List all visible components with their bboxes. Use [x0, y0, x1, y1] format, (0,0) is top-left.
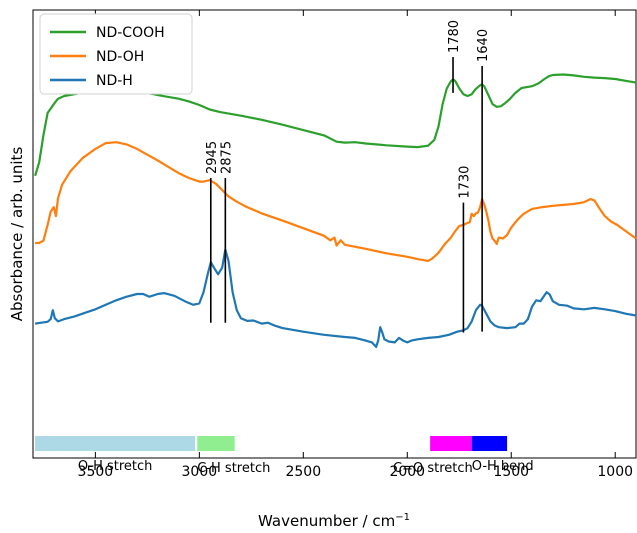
- peak-label-1640: 1640: [476, 29, 491, 62]
- region-label-c-h-stretch: C-H stretch: [197, 461, 270, 476]
- x-tick-label-3000: 3000: [182, 464, 218, 480]
- region-bar-c-o-stretch: [430, 436, 472, 451]
- x-tick-label-1000: 1000: [597, 464, 633, 480]
- region-label-o-h-stretch: O-H stretch: [78, 459, 153, 474]
- x-tick-label-2000: 2000: [389, 464, 425, 480]
- legend-label-nd-cooh: ND-COOH: [96, 25, 165, 41]
- region-bar-o-h-stretch: [35, 436, 196, 451]
- region-bar-o-h-bend: [471, 436, 508, 451]
- legend-box: [39, 13, 193, 95]
- region-bar-c-h-stretch: [197, 436, 235, 451]
- peak-label-1730: 1730: [457, 166, 472, 199]
- x-axis-ticks: 3500 3000 2500 2000 1500 1000: [78, 10, 633, 480]
- y-axis-label: Absorbance / arb. units: [8, 147, 26, 322]
- legend: ND-COOH ND-OH ND-H: [39, 13, 193, 95]
- peak-annotations: 1780 1640 2945 2875 1730: [205, 20, 491, 333]
- x-tick-label-3500: 3500: [78, 464, 114, 480]
- legend-label-nd-h: ND-H: [96, 73, 133, 89]
- series-line-nd-h: [34, 248, 637, 348]
- series-line-nd-oh: [35, 141, 637, 262]
- series-lines: [34, 73, 637, 348]
- plot-frame: [32, 9, 637, 459]
- region-label-o-h-bend: O-H bend: [472, 459, 534, 474]
- x-axis-label: Wavenumber / cm−1: [258, 512, 410, 529]
- peak-label-2875: 2875: [219, 141, 234, 174]
- region-bars: O-H stretch C-H stretch C=O stretch O-H ben…: [35, 436, 534, 476]
- x-tick-label-1500: 1500: [493, 464, 529, 480]
- x-tick-label-2500: 2500: [285, 464, 321, 480]
- legend-label-nd-oh: ND-OH: [96, 49, 144, 65]
- peak-label-2945: 2945: [205, 141, 220, 174]
- peak-label-1780: 1780: [447, 20, 462, 53]
- region-label-c-o-stretch: C=O stretch: [393, 461, 473, 476]
